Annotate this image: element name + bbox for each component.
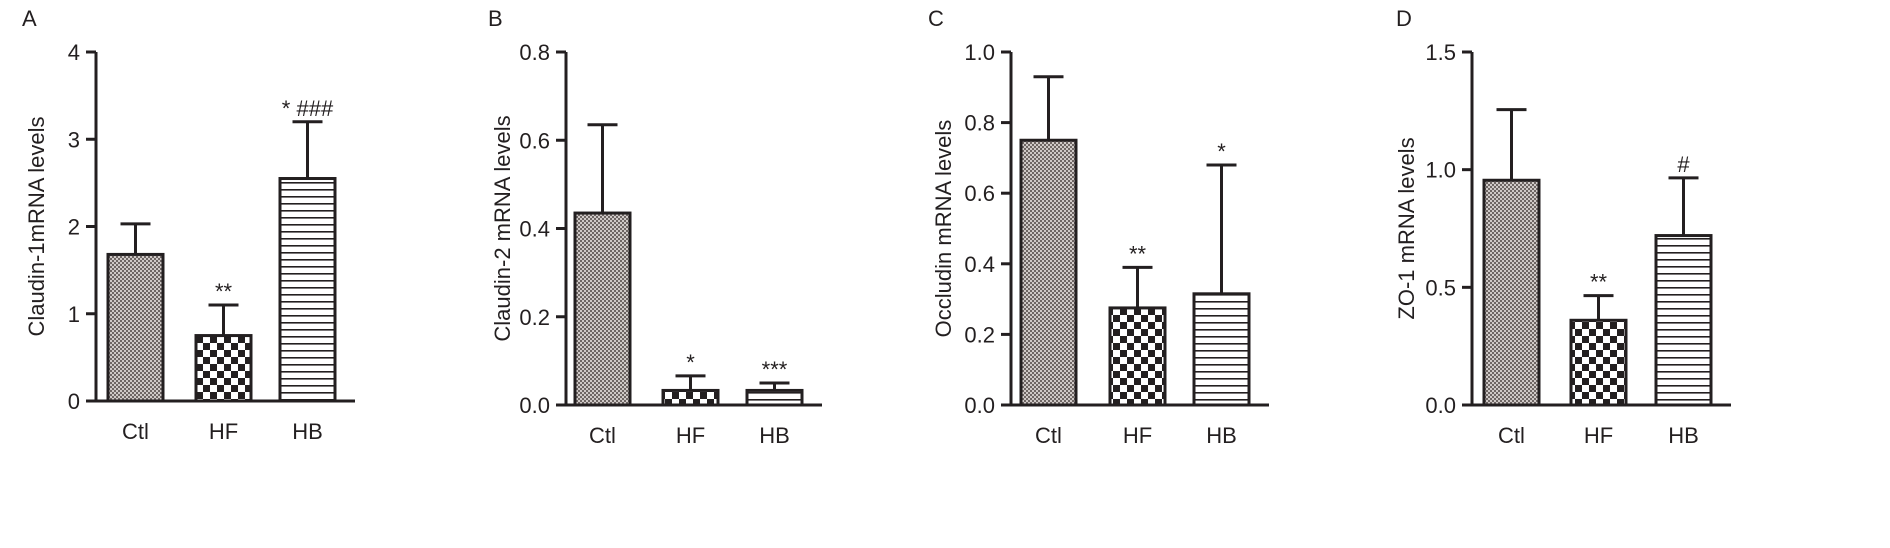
x-tick-label-hb: HB — [1668, 423, 1699, 448]
y-tick-label: 1.0 — [1425, 158, 1456, 183]
significance-mark-hf: * — [686, 350, 695, 375]
panel-letter: A — [22, 6, 37, 31]
panel-letter: B — [488, 6, 503, 31]
bar-hb — [1192, 292, 1251, 407]
y-tick-label: 3 — [68, 127, 80, 152]
y-tick-label: 0.8 — [519, 40, 550, 65]
y-tick-label: 0.2 — [964, 322, 995, 347]
bar-hf — [194, 334, 253, 403]
bar-ctl — [106, 252, 165, 403]
x-tick-label-hb: HB — [759, 423, 790, 448]
bar-hf — [1108, 306, 1167, 407]
bar-ctl — [1482, 178, 1541, 407]
y-tick-label: 1 — [68, 302, 80, 327]
y-tick-label: 0.6 — [519, 128, 550, 153]
y-tick-label: 0 — [68, 389, 80, 414]
y-tick-label: 0.4 — [964, 252, 995, 277]
y-axis-label: ZO-1 mRNA levels — [1394, 137, 1419, 319]
y-tick-label: 1.0 — [964, 40, 995, 65]
y-tick-label: 0.8 — [964, 111, 995, 136]
significance-mark-hb: * ### — [282, 96, 334, 121]
x-tick-label-ctl: Ctl — [1498, 423, 1525, 448]
chart-panel-c: C Occludin mRNA levels 0.0 0.2 0.4 0.6 0.8 1.0 C… — [928, 6, 1269, 448]
significance-mark-hf: ** — [215, 279, 233, 304]
chart-panel-b: B Claudin-2 mRNA levels 0.0 0.2 0.4 0.6 0.8 Ctl… — [488, 6, 822, 448]
bar-ctl — [573, 211, 632, 407]
x-tick-label-ctl: Ctl — [1035, 423, 1062, 448]
chart-panel-d: D ZO-1 mRNA levels 0.0 0.5 1.0 1.5 Ctl ** HF # HB — [1394, 6, 1731, 448]
y-axis-label: Claudin-2 mRNA levels — [490, 115, 515, 341]
y-axis-label: Occludin mRNA levels — [931, 120, 956, 338]
y-tick-label: 0.0 — [519, 393, 550, 418]
y-tick-label: 2 — [68, 215, 80, 240]
x-tick-label-hf: HF — [209, 419, 238, 444]
panel-letter: D — [1396, 6, 1412, 31]
panel-letter: C — [928, 6, 944, 31]
bar-hb — [278, 177, 337, 403]
x-tick-label-hf: HF — [1123, 423, 1152, 448]
significance-mark-hb: *** — [762, 357, 788, 382]
significance-mark-hf: ** — [1590, 270, 1608, 295]
x-tick-label-hb: HB — [1206, 423, 1237, 448]
significance-mark-hb: * — [1217, 139, 1226, 164]
bar-hb — [1654, 234, 1713, 407]
y-tick-label: 0.4 — [519, 217, 550, 242]
significance-mark-hb: # — [1677, 152, 1690, 177]
y-tick-label: 0.2 — [519, 305, 550, 330]
x-tick-label-hf: HF — [676, 423, 705, 448]
x-tick-label-ctl: Ctl — [589, 423, 616, 448]
bar-hf — [1569, 318, 1628, 407]
bar-hb — [745, 388, 804, 407]
significance-mark-hf: ** — [1129, 241, 1147, 266]
x-tick-label-hf: HF — [1584, 423, 1613, 448]
y-axis-label: Claudin-1mRNA levels — [24, 116, 49, 336]
y-tick-label: 4 — [68, 40, 80, 65]
y-tick-label: 0.0 — [1425, 393, 1456, 418]
bar-ctl — [1019, 138, 1078, 407]
bar-hf — [661, 388, 720, 407]
x-tick-label-hb: HB — [292, 419, 323, 444]
x-tick-label-ctl: Ctl — [122, 419, 149, 444]
y-tick-label: 0.6 — [964, 181, 995, 206]
y-tick-label: 0.5 — [1425, 275, 1456, 300]
chart-panel-a: A Claudin-1mRNA levels 0 1 2 3 4 Ctl ** HF * ### HB — [22, 6, 355, 444]
y-tick-label: 0.0 — [964, 393, 995, 418]
y-tick-label: 1.5 — [1425, 40, 1456, 65]
